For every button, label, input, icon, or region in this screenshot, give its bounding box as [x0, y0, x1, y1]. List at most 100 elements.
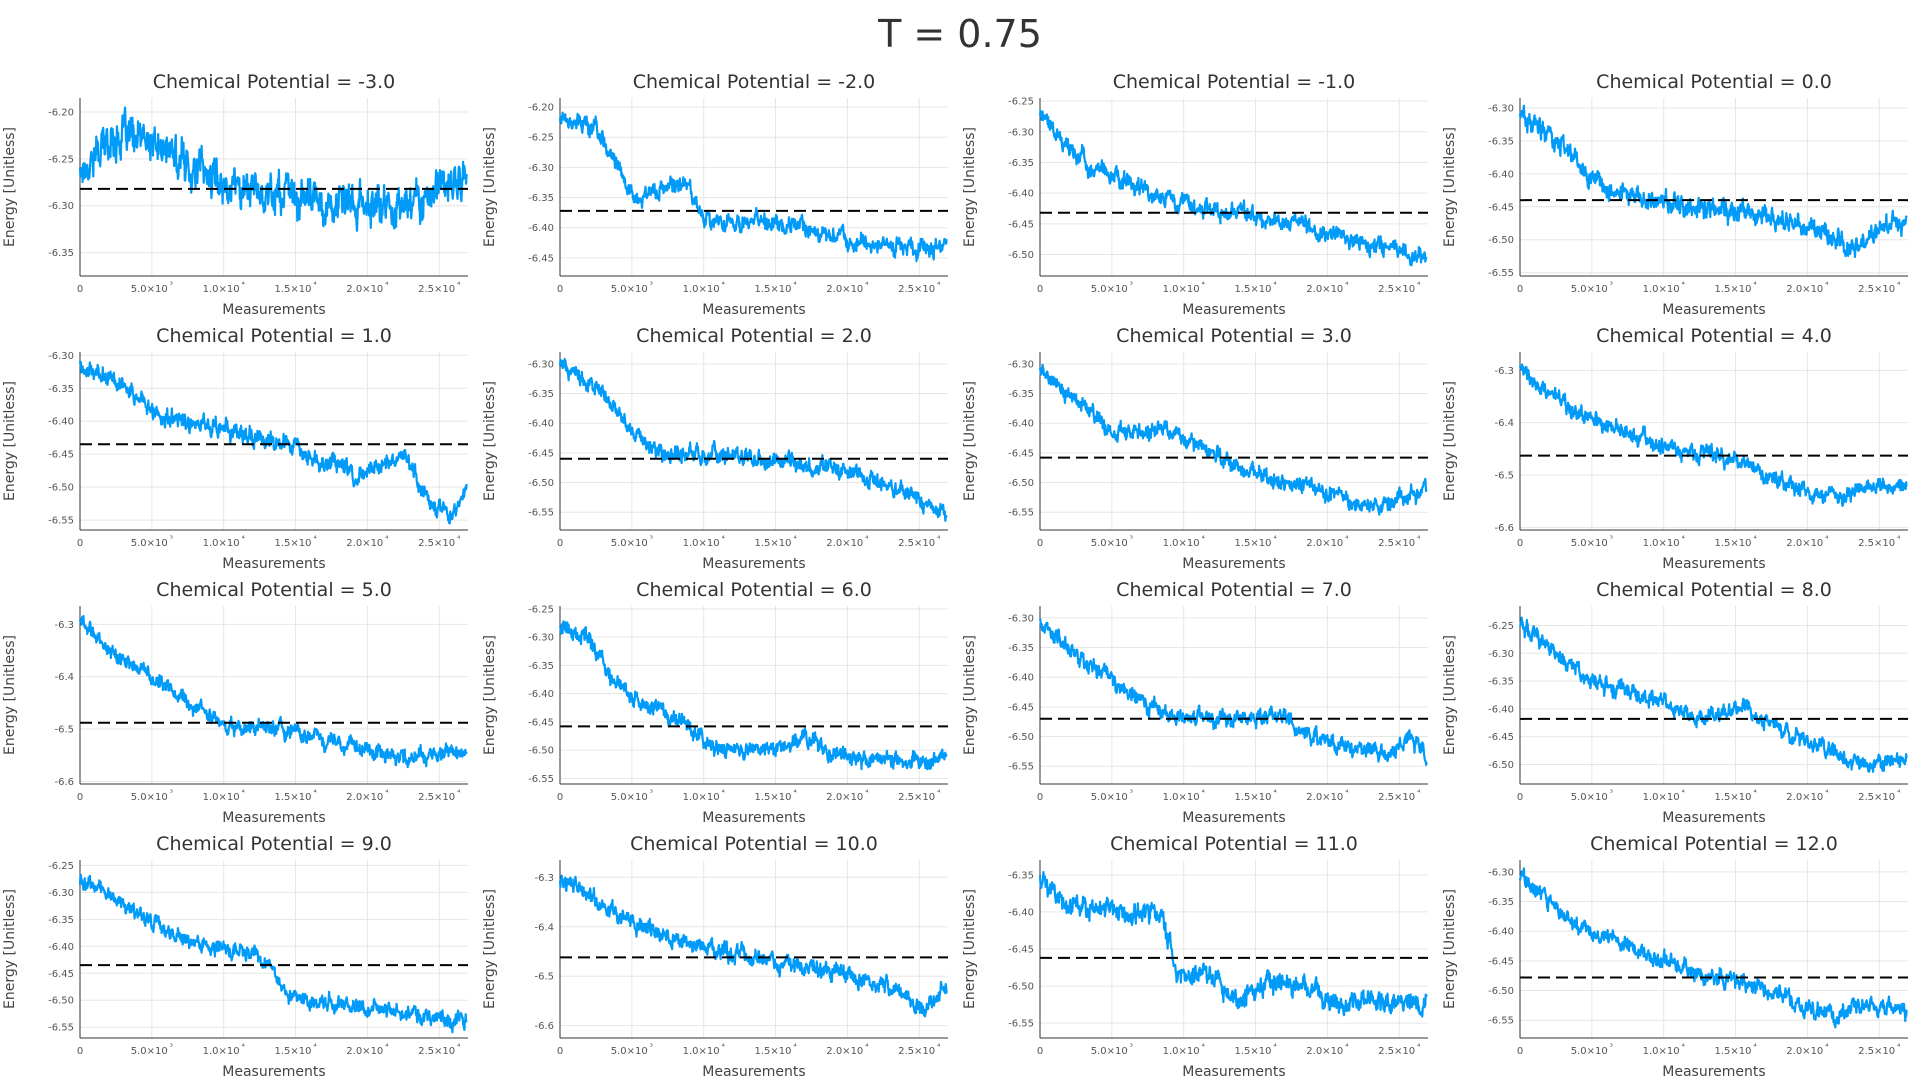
subplot-title: Chemical Potential = 5.0	[156, 579, 392, 601]
y-tick-label: -6.30	[1008, 127, 1034, 138]
y-axis-label: Energy [Unitless]	[1442, 381, 1458, 501]
x-axis-label: Measurements	[1662, 302, 1765, 318]
x-tick-label: 5.0×10 ³	[1571, 534, 1613, 549]
x-tick-label: 1.5×10 ⁴	[274, 788, 316, 803]
y-tick-label: -6.40	[48, 417, 74, 428]
y-axis-label: Energy [Unitless]	[482, 635, 498, 755]
x-tick-label: 2.5×10 ⁴	[1858, 788, 1900, 803]
y-axis-label: Energy [Unitless]	[962, 381, 978, 501]
energy-series-line	[1518, 104, 1908, 259]
x-tick-label: 1.0×10 ⁴	[203, 1042, 245, 1057]
x-axis-label: Measurements	[222, 556, 325, 572]
x-tick-label: 2.0×10 ⁴	[826, 534, 868, 549]
y-tick-label: -6.55	[1488, 1016, 1514, 1027]
x-tick-label: 1.0×10 ⁴	[1163, 534, 1205, 549]
x-axis-label: Measurements	[1662, 1064, 1765, 1080]
x-tick-label: 2.5×10 ⁴	[418, 788, 460, 803]
y-tick-label: -6.45	[528, 717, 554, 728]
y-tick-label: -6.20	[528, 103, 554, 114]
subplot-title: Chemical Potential = 7.0	[1116, 579, 1352, 601]
subplot-7: -6.6 -6.5 -6.4 -6.3 0 5.0×10 ³ 1.0×10 ⁴ 1.5×10 ⁴ 2.…	[1442, 325, 1908, 572]
y-tick-label: -6.35	[48, 915, 74, 926]
energy-series-line	[1518, 363, 1908, 507]
y-tick-label: -6.5	[534, 972, 554, 983]
x-axis-label: Measurements	[702, 810, 805, 826]
y-tick-label: -6.3	[534, 873, 554, 884]
y-tick-label: -6.25	[528, 133, 554, 144]
y-tick-label: -6.25	[528, 604, 554, 615]
energy-series-line	[1038, 109, 1428, 267]
subplot-3: -6.55 -6.50 -6.45 -6.40 -6.35 -6.30 0 5.0×10 ³ 1.…	[1442, 71, 1908, 318]
x-tick-label: 5.0×10 ³	[611, 1042, 653, 1057]
y-tick-label: -6.6	[54, 777, 74, 788]
x-tick-label: 2.0×10 ⁴	[826, 1042, 868, 1057]
x-tick-label: 1.0×10 ⁴	[683, 1042, 725, 1057]
y-tick-label: -6.30	[1488, 649, 1514, 660]
y-tick-label: -6.50	[1008, 478, 1034, 489]
y-tick-label: -6.45	[48, 450, 74, 461]
y-tick-label: -6.40	[1488, 169, 1514, 180]
figure-title: T = 0.75	[878, 12, 1042, 56]
x-tick-label: 2.0×10 ⁴	[1306, 1042, 1348, 1057]
y-tick-label: -6.55	[1488, 268, 1514, 279]
x-tick-label: 0	[1037, 1046, 1043, 1057]
x-axis-label: Measurements	[1662, 556, 1765, 572]
subplot-4: -6.55 -6.50 -6.45 -6.40 -6.35 -6.30 0 5.0×10 ³ 1.…	[2, 325, 468, 572]
x-tick-label: 2.5×10 ⁴	[898, 788, 940, 803]
y-axis-label: Energy [Unitless]	[482, 889, 498, 1009]
x-tick-label: 1.5×10 ⁴	[274, 1042, 316, 1057]
energy-series-line	[1038, 870, 1428, 1018]
x-tick-label: 5.0×10 ³	[1571, 280, 1613, 295]
y-tick-label: -6.45	[1008, 945, 1034, 956]
energy-series-line	[558, 111, 948, 263]
y-axis-label: Energy [Unitless]	[482, 381, 498, 501]
subplot-title: Chemical Potential = -3.0	[153, 71, 396, 93]
x-tick-label: 5.0×10 ³	[1091, 280, 1133, 295]
y-tick-label: -6.35	[528, 389, 554, 400]
x-tick-label: 0	[77, 538, 83, 549]
x-tick-label: 1.5×10 ⁴	[1714, 280, 1756, 295]
x-tick-label: 2.5×10 ⁴	[1378, 1042, 1420, 1057]
x-tick-label: 1.5×10 ⁴	[1234, 534, 1276, 549]
x-tick-label: 5.0×10 ³	[131, 788, 173, 803]
energy-series-line	[1518, 867, 1908, 1029]
x-tick-label: 1.0×10 ⁴	[1643, 534, 1685, 549]
y-tick-label: -6.35	[1008, 158, 1034, 169]
x-axis-label: Measurements	[222, 302, 325, 318]
x-tick-label: 2.0×10 ⁴	[1306, 280, 1348, 295]
subplot-13: -6.6 -6.5 -6.4 -6.3 0 5.0×10 ³ 1.0×10 ⁴ 1.5×10 ⁴ 2.…	[482, 833, 948, 1080]
x-tick-label: 2.0×10 ⁴	[346, 534, 388, 549]
y-tick-label: -6.45	[48, 969, 74, 980]
y-tick-label: -6.30	[528, 359, 554, 370]
y-tick-label: -6.40	[1008, 189, 1034, 200]
y-tick-label: -6.50	[528, 746, 554, 757]
y-tick-label: -6.50	[1008, 982, 1034, 993]
y-tick-label: -6.35	[48, 248, 74, 259]
y-axis-label: Energy [Unitless]	[962, 127, 978, 247]
y-axis-label: Energy [Unitless]	[2, 381, 18, 501]
subplot-title: Chemical Potential = 3.0	[1116, 325, 1352, 347]
x-tick-label: 1.5×10 ⁴	[1714, 788, 1756, 803]
subplot-title: Chemical Potential = -2.0	[633, 71, 876, 93]
y-tick-label: -6.45	[1008, 702, 1034, 713]
subplot-title: Chemical Potential = 2.0	[636, 325, 872, 347]
energy-series-line	[78, 106, 468, 232]
x-tick-label: 5.0×10 ³	[611, 788, 653, 803]
y-tick-label: -6.35	[1488, 677, 1514, 688]
y-tick-label: -6.40	[528, 223, 554, 234]
subplot-title: Chemical Potential = 6.0	[636, 579, 872, 601]
subplot-title: Chemical Potential = 10.0	[630, 833, 878, 855]
y-tick-label: -6.55	[1008, 508, 1034, 519]
y-tick-label: -6.35	[1008, 643, 1034, 654]
y-tick-label: -6.55	[48, 516, 74, 527]
y-tick-label: -6.40	[1008, 673, 1034, 684]
x-axis-label: Measurements	[222, 1064, 325, 1080]
x-tick-label: 2.5×10 ⁴	[1858, 534, 1900, 549]
subplot-11: -6.50 -6.45 -6.40 -6.35 -6.30 -6.25 0 5.0×10 ³ 1.…	[1442, 579, 1908, 826]
y-tick-label: -6.30	[528, 163, 554, 174]
subplot-6: -6.55 -6.50 -6.45 -6.40 -6.35 -6.30 0 5.0×10 ³ 1.…	[962, 325, 1428, 572]
subplot-title: Chemical Potential = 0.0	[1596, 71, 1832, 93]
x-tick-label: 5.0×10 ³	[131, 280, 173, 295]
y-tick-label: -6.25	[48, 154, 74, 165]
x-tick-label: 1.0×10 ⁴	[1163, 788, 1205, 803]
